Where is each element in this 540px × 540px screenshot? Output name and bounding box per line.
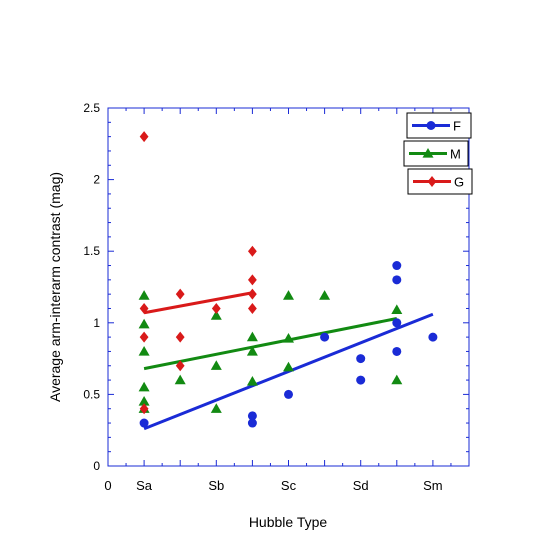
data-point-m bbox=[283, 361, 294, 372]
data-point-m bbox=[138, 396, 150, 406]
legend-marker-f bbox=[426, 121, 436, 130]
data-point-f bbox=[356, 375, 366, 385]
data-point-g bbox=[248, 288, 257, 300]
data-point-m bbox=[210, 360, 222, 370]
data-point-f bbox=[139, 418, 149, 428]
data-point-g bbox=[248, 302, 257, 314]
data-point-g bbox=[248, 245, 257, 257]
legend-marker-g bbox=[427, 176, 437, 187]
data-point-f bbox=[392, 346, 402, 356]
data-point-f bbox=[428, 332, 438, 342]
x-tick-label: Sm bbox=[423, 478, 443, 493]
data-point-g bbox=[211, 302, 221, 314]
data-point-g bbox=[248, 274, 257, 286]
legend-label-g: G bbox=[454, 175, 464, 190]
data-point-f bbox=[356, 354, 366, 364]
data-point-g bbox=[139, 331, 149, 343]
x-tick-label: Sd bbox=[353, 478, 369, 493]
data-point-m bbox=[246, 376, 258, 386]
fit-line-f bbox=[143, 312, 434, 431]
legend-marker-m bbox=[422, 148, 434, 158]
y-tick-label: 2 bbox=[93, 173, 100, 187]
x-tick-label: Sc bbox=[281, 478, 297, 493]
data-point-m bbox=[391, 304, 403, 315]
legend-label-m: M bbox=[450, 147, 461, 162]
data-point-g bbox=[175, 360, 185, 372]
data-point-m bbox=[319, 290, 331, 300]
y-tick-label: 0.5 bbox=[83, 387, 100, 401]
data-point-m bbox=[246, 331, 258, 342]
data-point-f bbox=[392, 318, 402, 328]
data-point-m bbox=[138, 290, 150, 300]
data-point-f bbox=[284, 389, 293, 399]
data-point-m bbox=[246, 345, 258, 356]
x-tick-label: Sa bbox=[136, 478, 153, 493]
data-point-g bbox=[175, 288, 185, 300]
data-point-m bbox=[283, 333, 294, 343]
data-point-m bbox=[210, 403, 222, 413]
x-tick-label: 0 bbox=[104, 478, 111, 493]
data-point-f bbox=[392, 261, 402, 271]
axis-ticks: 0 0.5 1 1.5 2 2.5 0 Sa Sb Sc Sd Sm bbox=[83, 101, 470, 493]
data-point-g bbox=[175, 331, 185, 343]
data-point-m bbox=[174, 374, 186, 385]
data-point-m bbox=[138, 345, 150, 356]
fit-line-g bbox=[143, 291, 253, 315]
y-tick-label: 1 bbox=[93, 316, 100, 330]
y-tick-label: 2.5 bbox=[83, 101, 100, 115]
data-point-m bbox=[210, 310, 222, 320]
data-point-f bbox=[320, 332, 330, 342]
data-point-g bbox=[139, 302, 149, 314]
x-axis-label: Hubble Type bbox=[249, 514, 328, 530]
data-point-g bbox=[139, 131, 149, 143]
data-point-g bbox=[139, 403, 149, 415]
data-point-m bbox=[138, 318, 150, 329]
y-axis-label: Average arm-interarm contrast (mag) bbox=[47, 172, 63, 402]
data-point-f bbox=[392, 275, 402, 285]
data-point-f bbox=[247, 418, 257, 428]
y-tick-label: 0 bbox=[93, 459, 100, 473]
data-point-m bbox=[138, 381, 150, 392]
fit-lines bbox=[143, 291, 434, 431]
fit-line-m bbox=[143, 317, 398, 371]
legend: FMG bbox=[403, 112, 473, 195]
data-point-m bbox=[391, 374, 403, 385]
legend-label-f: F bbox=[453, 119, 461, 134]
x-tick-label: Sb bbox=[208, 478, 224, 493]
y-tick-label: 1.5 bbox=[83, 244, 100, 258]
data-points bbox=[138, 131, 438, 428]
data-point-f bbox=[247, 411, 257, 421]
data-point-m bbox=[283, 290, 294, 300]
